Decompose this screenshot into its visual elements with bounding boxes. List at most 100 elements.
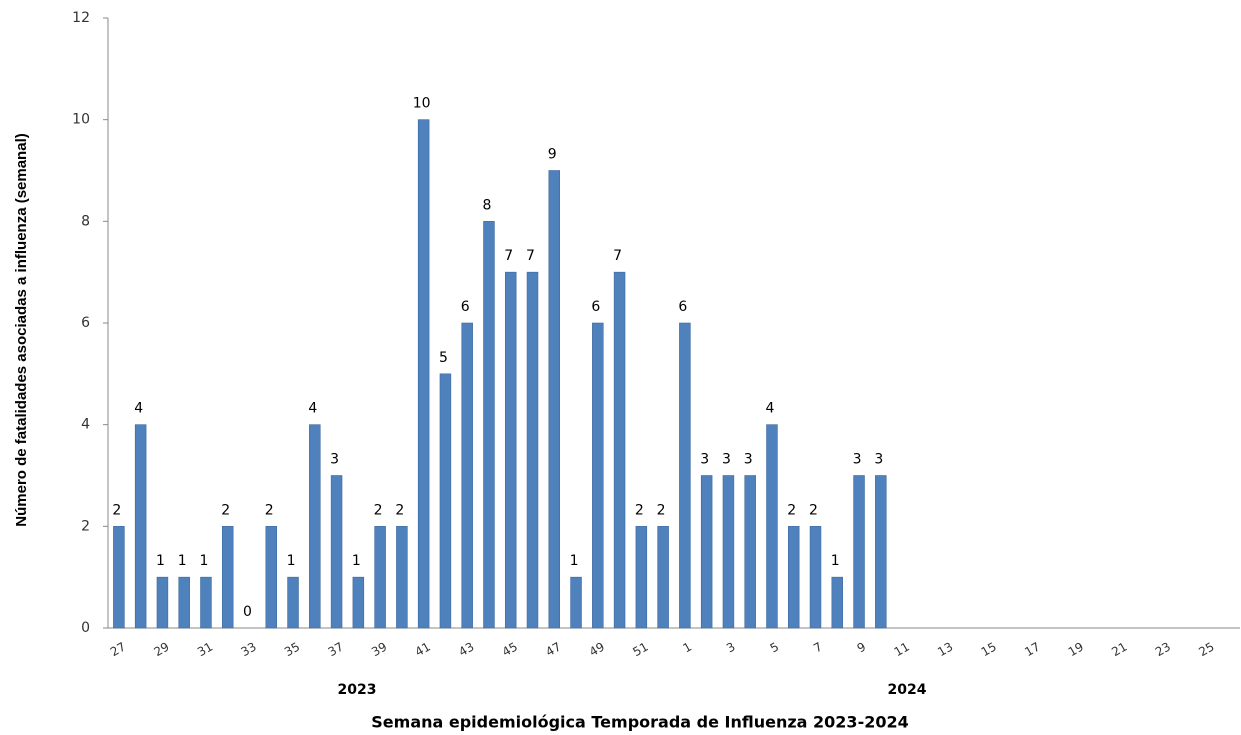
bar [330, 475, 343, 629]
value-label: 6 [678, 299, 687, 315]
value-label: 4 [766, 401, 775, 417]
bar [613, 271, 626, 629]
x-tick-label: 41 [413, 640, 433, 660]
x-tick-label: 27 [108, 640, 128, 660]
bar [787, 526, 800, 629]
y-axis-title: Número de fatalidades asociadas a influe… [13, 133, 30, 526]
bar [221, 526, 234, 629]
y-tick-label: 6 [81, 315, 90, 331]
value-label: 2 [112, 502, 121, 518]
x-tick-label: 25 [1196, 640, 1216, 660]
bar [156, 576, 169, 629]
x-axis-title: Semana epidemiológica Temporada de Influ… [371, 713, 908, 732]
x-tick-label: 29 [151, 640, 171, 660]
bar [417, 119, 430, 629]
value-label: 1 [570, 553, 579, 569]
bar [722, 475, 735, 629]
bar [134, 424, 147, 629]
year-label: 2023 [338, 682, 377, 698]
value-label: 8 [483, 197, 492, 213]
value-label: 2 [374, 502, 383, 518]
bar [265, 526, 278, 629]
bar [875, 475, 887, 629]
y-tick-label: 8 [81, 213, 90, 229]
bar [700, 475, 713, 629]
bar [679, 322, 691, 629]
x-tick-label: 15 [979, 640, 999, 660]
value-label: 1 [156, 553, 165, 569]
x-tick-label: 37 [326, 640, 346, 660]
bar [831, 576, 844, 629]
bar [809, 526, 822, 629]
value-label: 2 [221, 502, 230, 518]
bar [352, 576, 365, 629]
x-tick-label: 7 [811, 640, 825, 656]
value-label: 4 [134, 401, 143, 417]
value-label: 3 [330, 452, 339, 468]
bar [287, 576, 299, 629]
x-tick-label: 33 [239, 640, 259, 660]
value-label: 6 [461, 299, 470, 315]
value-label: 0 [243, 604, 252, 620]
bar [374, 526, 386, 629]
value-label: 2 [635, 502, 644, 518]
x-tick-label: 1 [681, 640, 695, 656]
value-label: 7 [613, 248, 622, 264]
value-label: 1 [178, 553, 187, 569]
y-tick-label: 2 [81, 518, 90, 534]
x-tick-label: 19 [1066, 640, 1086, 660]
x-tick-label: 47 [543, 640, 563, 660]
value-label: 5 [439, 350, 448, 366]
value-label: 2 [787, 502, 796, 518]
bar [635, 526, 648, 629]
bar [526, 271, 539, 629]
bar [439, 373, 452, 629]
bar [483, 221, 495, 629]
x-tick-label: 11 [892, 640, 912, 660]
bar [570, 576, 582, 629]
value-label: 2 [395, 502, 404, 518]
x-tick-label: 35 [282, 640, 302, 660]
year-label: 2024 [888, 682, 927, 698]
y-tick-label: 10 [72, 112, 90, 128]
value-label: 2 [657, 502, 666, 518]
bar [766, 424, 778, 629]
bar [853, 475, 865, 629]
value-label: 6 [591, 299, 600, 315]
x-tick-label: 13 [935, 640, 955, 660]
bar [113, 526, 125, 629]
value-label: 1 [352, 553, 361, 569]
bar [504, 271, 517, 629]
bar [657, 526, 669, 629]
y-tick-label: 0 [81, 620, 90, 636]
x-tick-label: 21 [1109, 640, 1129, 660]
value-label: 9 [548, 147, 557, 163]
value-label: 1 [200, 553, 209, 569]
x-tick-label: 17 [1022, 640, 1042, 660]
x-tick-label: 51 [630, 640, 650, 660]
value-label: 3 [722, 452, 731, 468]
value-label: 3 [700, 452, 709, 468]
x-tick-label: 31 [195, 640, 215, 660]
value-label: 7 [526, 248, 535, 264]
bar [396, 526, 408, 629]
x-tick-label: 45 [500, 640, 520, 660]
value-label: 3 [874, 452, 883, 468]
y-tick-label: 12 [72, 10, 90, 26]
value-label: 4 [308, 401, 317, 417]
y-tick-label: 4 [81, 417, 90, 433]
x-tick-label: 3 [724, 640, 738, 656]
x-tick-label: 5 [768, 640, 782, 656]
value-label: 2 [809, 502, 818, 518]
x-tick-label: 49 [587, 640, 607, 660]
x-tick-label: 9 [855, 640, 869, 656]
value-label: 7 [504, 248, 513, 264]
bar [200, 576, 212, 629]
x-tick-label: 43 [456, 640, 476, 660]
value-label: 2 [265, 502, 274, 518]
value-label: 10 [413, 96, 431, 112]
x-tick-label: 23 [1153, 640, 1173, 660]
bar [592, 322, 604, 629]
value-label: 3 [744, 452, 753, 468]
